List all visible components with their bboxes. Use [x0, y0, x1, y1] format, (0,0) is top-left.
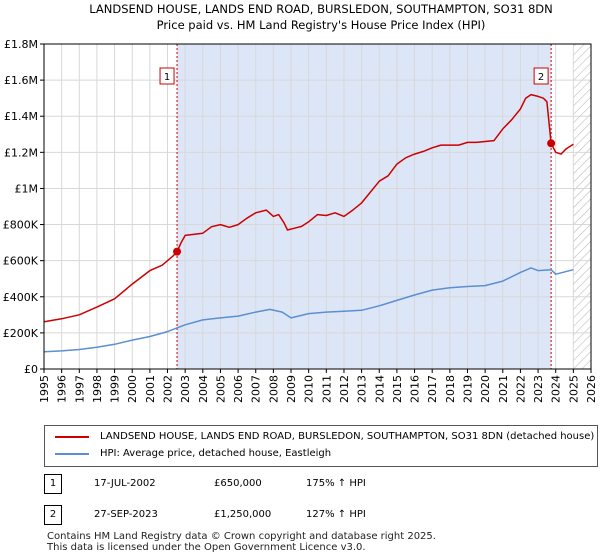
- legend: LANDSEND HOUSE, LANDS END ROAD, BURSLEDO…: [44, 425, 598, 467]
- plot-frame: [43, 43, 592, 370]
- series-line-hpi: [44, 267, 574, 353]
- price-chart: LANDSEND HOUSE, LANDS END ROAD, BURSLEDO…: [3, 2, 598, 403]
- x-tick-label: 2021: [497, 375, 510, 403]
- x-tick-label: 2012: [338, 375, 351, 403]
- sale-label: 2: [538, 72, 544, 83]
- x-tick-label: 2006: [232, 375, 245, 403]
- y-tick-label: £1.2M: [4, 146, 38, 159]
- transaction-date: 17-JUL-2002: [94, 478, 156, 489]
- x-tick-label: 2017: [426, 375, 439, 403]
- chart-subtitle: Price paid vs. HM Land Registry's House …: [157, 18, 486, 32]
- footer: Contains HM Land Registry data © Crown c…: [47, 531, 436, 553]
- chart-title: LANDSEND HOUSE, LANDS END ROAD, BURSLEDO…: [89, 2, 553, 16]
- x-tick-label: 1999: [109, 375, 122, 403]
- x-tick-label: 2009: [285, 375, 298, 403]
- x-tick-label: 2025: [567, 375, 580, 403]
- x-tick-label: 2014: [373, 375, 386, 403]
- x-tick-label: 2004: [197, 375, 210, 403]
- y-tick-label: £1.6M: [4, 74, 38, 87]
- x-tick-label: 1995: [38, 375, 51, 403]
- sale-label-box: [159, 67, 175, 85]
- sale-label-box: [533, 67, 549, 85]
- y-tick-label: £600K: [3, 255, 39, 268]
- legend-label-hpi: HPI: Average price, detached house, East…: [100, 448, 332, 459]
- x-tick-label: 1998: [91, 375, 104, 403]
- y-tick-label: £0: [24, 363, 38, 376]
- y-tick-label: £1.4M: [4, 110, 38, 123]
- y-tick-label: £200K: [3, 327, 39, 340]
- x-tick-label: 2023: [532, 375, 545, 403]
- sale-point: [173, 247, 182, 256]
- x-tick-label: 2019: [461, 375, 474, 403]
- x-tick-label: 2024: [550, 375, 563, 403]
- legend-label-property: LANDSEND HOUSE, LANDS END ROAD, BURSLEDO…: [100, 431, 595, 442]
- x-tick-label: 2007: [250, 375, 263, 403]
- legend-swatch-property: [55, 436, 89, 438]
- x-tick-label: 2008: [267, 375, 280, 403]
- x-tick-label: 2005: [214, 375, 227, 403]
- sale-point: [547, 139, 556, 148]
- x-tick-label: 2003: [179, 375, 192, 403]
- y-tick-label: £800K: [3, 219, 39, 232]
- x-tick-label: 2026: [585, 375, 598, 403]
- ownership-shade: [177, 44, 552, 369]
- transaction-hpi: 175% ↑ HPI: [306, 478, 366, 489]
- x-tick-label: 2016: [409, 375, 422, 403]
- y-tick-label: £1.8M: [4, 38, 38, 51]
- y-tick-label: £1M: [15, 182, 39, 195]
- forecast-hatch: [573, 44, 591, 369]
- legend-swatch-hpi: [55, 453, 89, 455]
- x-tick-label: 2000: [126, 375, 139, 403]
- x-tick-label: 2001: [144, 375, 157, 403]
- x-tick-label: 1996: [56, 375, 69, 403]
- x-tick-label: 2015: [391, 375, 404, 403]
- y-tick-label: £400K: [3, 291, 39, 304]
- transaction-price: £1,250,000: [214, 509, 272, 520]
- transaction-badge: 1: [44, 474, 62, 494]
- x-tick-label: 1997: [73, 375, 86, 403]
- x-tick-label: 2002: [162, 375, 175, 403]
- transaction-hpi: 127% ↑ HPI: [306, 509, 366, 520]
- sale-label: 1: [164, 72, 170, 83]
- transaction-date: 27-SEP-2023: [94, 509, 158, 520]
- x-tick-label: 2010: [303, 375, 316, 403]
- x-tick-label: 2020: [479, 375, 492, 403]
- footer-copyright: Contains HM Land Registry data © Crown c…: [47, 531, 436, 542]
- transaction-price: £650,000: [214, 478, 262, 489]
- x-tick-label: 2013: [356, 375, 369, 403]
- x-tick-label: 2011: [320, 375, 333, 403]
- x-tick-label: 2022: [514, 375, 527, 403]
- footer-licence: This data is licensed under the Open Gov…: [47, 542, 366, 553]
- transaction-badge: 2: [44, 505, 62, 525]
- x-tick-label: 2018: [444, 375, 457, 403]
